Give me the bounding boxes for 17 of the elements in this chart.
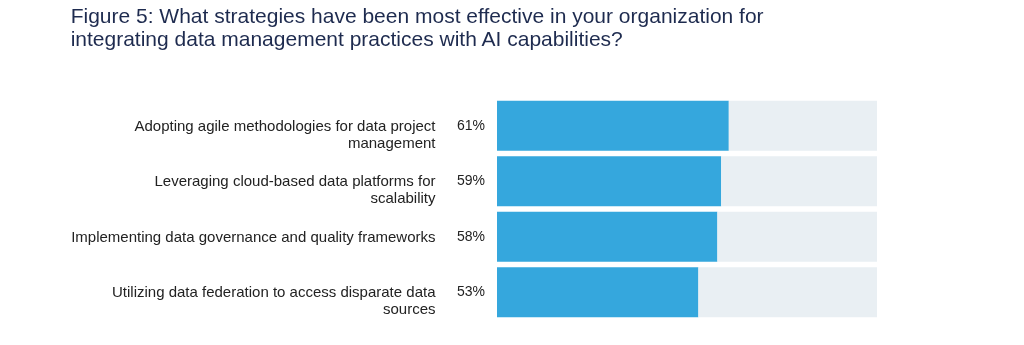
- chart-title: Figure 5: What strategies have been most effective in your organization for integrating data management practices with AI capabilities?: [70, 4, 764, 50]
- bar: [698, 267, 877, 318]
- y-tick-label: Utilizing data federation to access disparate data sources: [111, 283, 437, 318]
- data-label: 59%: [456, 172, 485, 189]
- data-label: 61%: [456, 116, 485, 133]
- y-tick-label: Adopting agile methodologies for data project management: [134, 116, 437, 151]
- data-label: 53%: [456, 283, 485, 300]
- bar: [497, 100, 729, 151]
- y-tick-label: Implementing data governance and quality frameworks: [71, 227, 436, 245]
- y-tick-label: Leveraging cloud-based data platforms for scalability: [154, 172, 436, 207]
- bar: [717, 211, 877, 262]
- bar: [497, 267, 699, 318]
- data-label: 58%: [456, 227, 485, 244]
- bar: [497, 156, 722, 207]
- bar: [497, 211, 718, 262]
- bar: [728, 100, 877, 151]
- bar: [721, 156, 877, 207]
